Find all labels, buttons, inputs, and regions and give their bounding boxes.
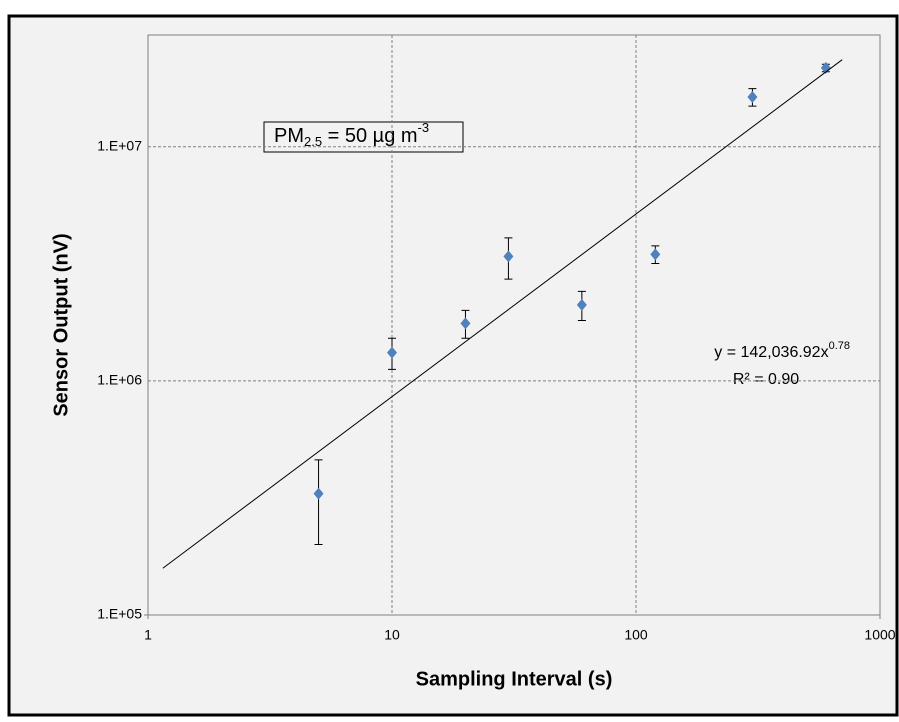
data-point [503,250,514,263]
y-tick-label: 1.E+05 [97,606,142,622]
x-tick-label: 1 [144,627,152,643]
x-axis-title: Sampling Interval (s) [416,668,613,690]
error-bar [314,459,323,546]
data-point [387,346,397,359]
y-tick-label: 1.E+07 [97,137,142,153]
chart-frame [7,14,899,717]
equation-text: y = 142,036.92x [714,344,828,361]
data-point [460,317,471,330]
plot-area [147,34,881,616]
data-point [747,91,758,104]
annotation-superscript: -3 [418,120,430,135]
x-tick-label: 100 [624,627,648,643]
x-tick-label: 1000 [864,627,895,643]
data-point [820,61,831,74]
annotation: PM2.5 = 50 µg m-3 [274,120,429,149]
annotation-subscript: 2.5 [304,134,322,149]
annotation-text: = 50 µg m [322,125,417,147]
equation: y = 142,036.92x0.78 [714,340,850,361]
r-squared: R² = 0.90 [733,371,799,388]
y-tick-label: 1.E+06 [97,372,142,388]
y-axis-title: Sensor Output (nV) [50,233,72,416]
equation-exponent: 0.78 [829,340,850,352]
data-point [576,298,587,311]
annotation-base: PM [274,125,304,147]
data-point [650,248,661,261]
trendline [162,59,843,569]
data-point [313,487,324,500]
x-tick-label: 10 [384,627,400,643]
